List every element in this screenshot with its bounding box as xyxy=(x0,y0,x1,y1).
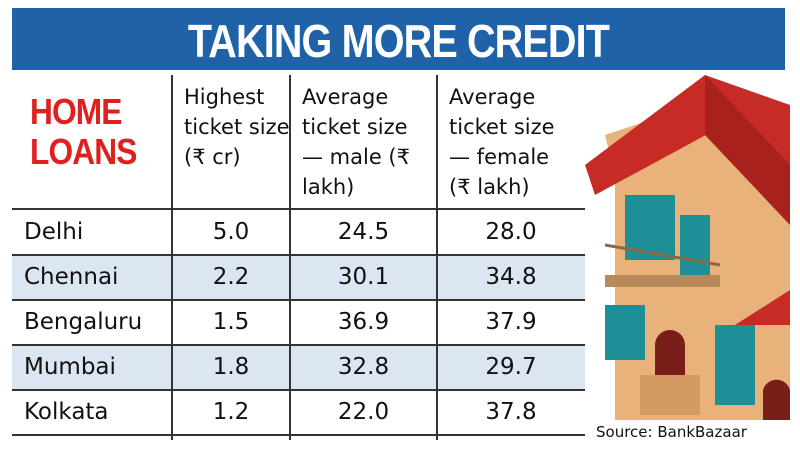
row-rule xyxy=(12,254,585,256)
value-cell: 2.2 xyxy=(212,264,250,290)
value-cell: 34.8 xyxy=(485,264,537,290)
value-cell: 1.8 xyxy=(212,354,250,380)
title-bar: TAKING MORE CREDIT xyxy=(12,8,785,70)
row-rule xyxy=(12,344,585,346)
value-cell: 22.0 xyxy=(337,399,390,425)
section-label: HOME LOANS xyxy=(30,91,137,172)
value-cell: 30.1 xyxy=(337,264,390,290)
source-note: Source: BankBazaar xyxy=(596,423,747,441)
row-band xyxy=(12,345,585,390)
header-rule xyxy=(12,208,585,210)
city-cell: Kolkata xyxy=(24,399,109,425)
value-cell: 1.2 xyxy=(212,399,250,425)
value-cell: 29.7 xyxy=(485,354,537,380)
value-cell: 1.5 xyxy=(212,309,250,335)
city-cell: Delhi xyxy=(24,219,84,245)
value-cell: 37.8 xyxy=(485,399,537,425)
row-rule xyxy=(12,389,585,391)
value-cell: 28.0 xyxy=(485,219,537,245)
house-illustration xyxy=(585,75,790,420)
city-cell: Bengaluru xyxy=(24,309,143,335)
city-cell: Chennai xyxy=(24,264,119,290)
value-cell: 37.9 xyxy=(485,309,537,335)
value-cell: 36.9 xyxy=(337,309,390,335)
column-header: Highest ticket size (₹ cr) xyxy=(184,85,290,169)
title: TAKING MORE CREDIT xyxy=(187,15,610,67)
city-cell: Mumbai xyxy=(24,354,116,380)
column-header: Average ticket size — male (₹ lakh) xyxy=(302,85,410,199)
value-cell: 32.8 xyxy=(337,354,390,380)
row-band xyxy=(12,255,585,300)
column-divider xyxy=(171,75,173,440)
value-cell: 24.5 xyxy=(337,219,390,245)
row-rule xyxy=(12,299,585,301)
value-cell: 5.0 xyxy=(212,219,250,245)
column-header: Average ticket size — female (₹ lakh) xyxy=(449,85,555,199)
row-rule xyxy=(12,434,585,436)
column-divider xyxy=(289,75,291,440)
column-divider xyxy=(436,75,438,440)
